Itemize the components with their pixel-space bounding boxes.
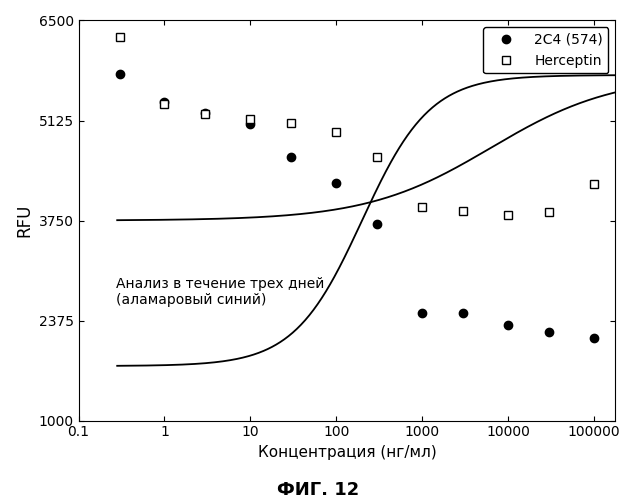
- Herceptin: [161, 101, 168, 107]
- Herceptin: [116, 34, 124, 40]
- Text: ФИГ. 12: ФИГ. 12: [277, 481, 360, 499]
- Herceptin: [419, 204, 426, 210]
- Line: Herceptin: Herceptin: [115, 32, 598, 220]
- Herceptin: [287, 120, 295, 126]
- Text: Анализ в течение трех дней
(аламаровый синий): Анализ в течение трех дней (аламаровый с…: [116, 276, 324, 307]
- Herceptin: [459, 208, 467, 214]
- Herceptin: [373, 154, 381, 160]
- Herceptin: [545, 209, 553, 215]
- 2C4 (574): [459, 310, 467, 316]
- 2C4 (574): [201, 110, 209, 116]
- Herceptin: [590, 181, 598, 187]
- X-axis label: Концентрация (нг/мл): Концентрация (нг/мл): [257, 445, 436, 460]
- 2C4 (574): [545, 329, 553, 335]
- 2C4 (574): [161, 99, 168, 105]
- 2C4 (574): [116, 72, 124, 78]
- Herceptin: [333, 129, 340, 135]
- Y-axis label: RFU: RFU: [15, 204, 33, 237]
- Herceptin: [247, 116, 254, 121]
- 2C4 (574): [247, 121, 254, 127]
- 2C4 (574): [590, 336, 598, 342]
- Legend: 2C4 (574), Herceptin: 2C4 (574), Herceptin: [483, 28, 608, 74]
- 2C4 (574): [419, 310, 426, 316]
- 2C4 (574): [287, 154, 295, 160]
- Herceptin: [201, 110, 209, 116]
- 2C4 (574): [505, 322, 512, 328]
- 2C4 (574): [333, 180, 340, 186]
- Herceptin: [505, 212, 512, 218]
- Line: 2C4 (574): 2C4 (574): [115, 70, 598, 342]
- 2C4 (574): [373, 221, 381, 227]
